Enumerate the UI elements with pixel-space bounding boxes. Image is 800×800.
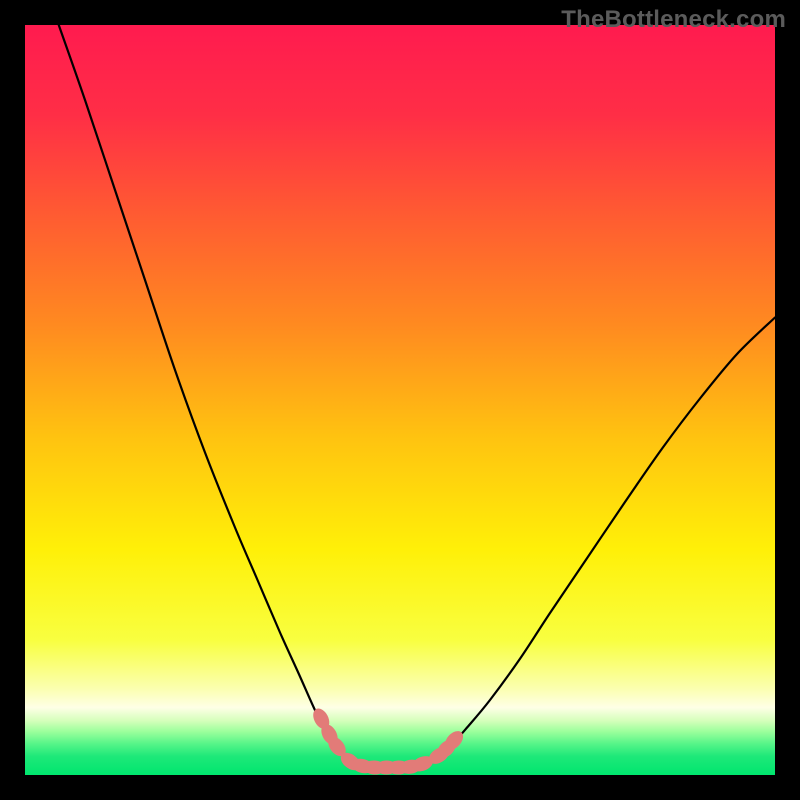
watermark-label: TheBottleneck.com	[561, 6, 786, 34]
chart-stage: TheBottleneck.com	[0, 0, 800, 800]
chart-svg	[0, 0, 800, 800]
plot-background	[25, 25, 775, 775]
